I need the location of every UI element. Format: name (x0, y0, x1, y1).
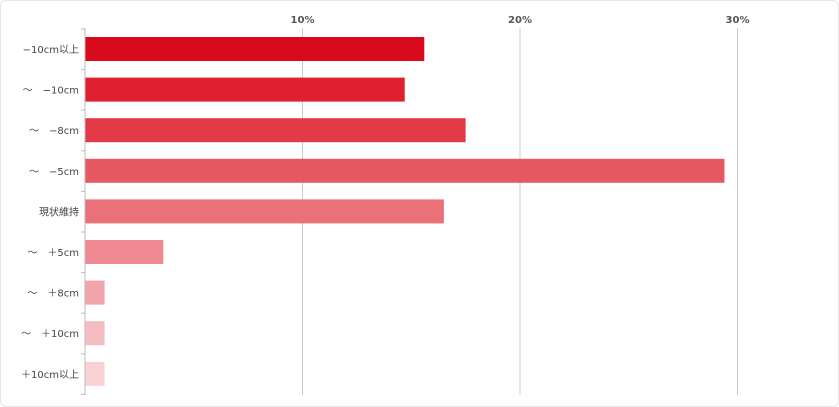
category-label: ＋10cm以上 (21, 369, 79, 381)
bar (85, 199, 444, 224)
category-label: 〜 −10cm (23, 86, 79, 97)
category-label: 〜 ＋8cm (27, 289, 79, 300)
bar (85, 158, 725, 183)
category-label: 〜 −5cm (29, 167, 79, 178)
category-label: 〜 ＋5cm (27, 248, 79, 259)
category-label: 〜 −8cm (29, 126, 79, 137)
bar (85, 361, 105, 386)
bar (85, 118, 466, 143)
x-tick-label: 10% (291, 15, 315, 26)
category-label: 〜 ＋10cm (21, 329, 79, 340)
bar (85, 37, 425, 61)
category-labels: −10cm以上〜 −10cm 〜 −8cm 〜 −5cm 現状維持〜 ＋5cm 〜 ＋8… (21, 44, 79, 381)
bar (85, 321, 105, 346)
y-axis (81, 28, 86, 395)
x-tick-label: 30% (726, 15, 750, 26)
bar (85, 240, 164, 264)
category-label: 現状維持 (39, 205, 79, 218)
bar (85, 77, 405, 102)
x-tick-labels: 10% 20% 30% (291, 15, 750, 26)
bars (85, 37, 725, 386)
bar (85, 280, 105, 305)
category-label: −10cm以上 (23, 44, 79, 56)
x-tick-label: 20% (508, 15, 532, 26)
